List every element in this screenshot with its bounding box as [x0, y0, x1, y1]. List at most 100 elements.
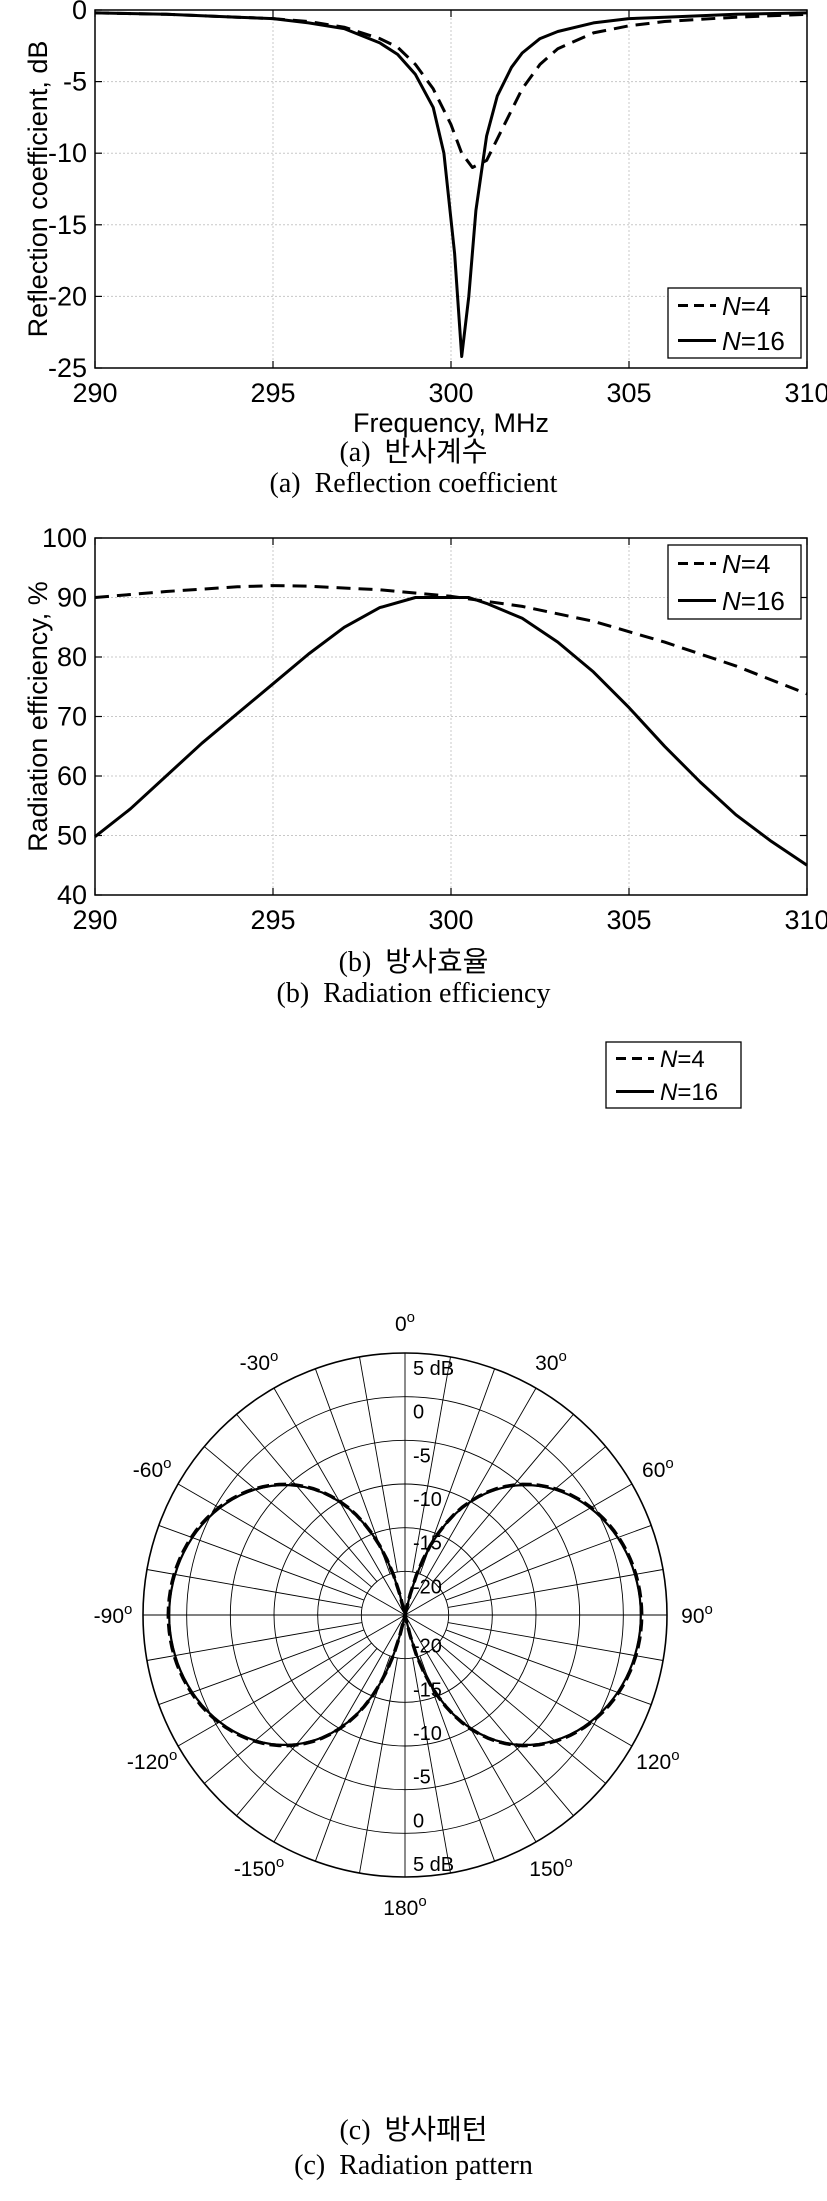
polar-angle-label: 30o: [535, 1348, 567, 1375]
x-tick-label: 300: [428, 905, 473, 935]
y-tick-label: 40: [57, 880, 87, 910]
legend-label: N=4: [722, 291, 770, 321]
polar-spoke: [412, 1356, 451, 1573]
polar-radial-label: -10: [413, 1489, 442, 1511]
polar-spoke: [419, 1368, 496, 1575]
series-line-N-4: [94, 584, 808, 696]
legend-label: N=4: [660, 1046, 705, 1073]
polar-radial-label-lower: -15: [413, 1679, 442, 1701]
x-tick-label: 305: [606, 378, 651, 408]
polar-spoke: [438, 1642, 606, 1784]
y-axis-label: Radiation efficiency, %: [23, 581, 53, 852]
polar-spoke: [177, 1483, 406, 1616]
legend-label: N=4: [722, 549, 770, 579]
polar-spoke: [158, 1629, 365, 1706]
polar-spoke: [204, 1446, 372, 1588]
y-tick-label: 100: [42, 525, 87, 553]
caption-b-ko-text: 방사효율: [385, 947, 489, 978]
x-tick-label: 290: [72, 905, 117, 935]
polar-spoke: [412, 1657, 451, 1874]
caption-a-en-text: Reflection coefficient: [314, 468, 558, 499]
y-tick-label: -10: [48, 138, 87, 168]
pattern-chart-figure: 5 dB 0 -5 -10 -15 -20 -20 -15 -10 -5 0 5 dB 0o 30o 60o…: [0, 1030, 827, 2110]
polar-spoke: [447, 1622, 664, 1661]
polar-radial-label-lower: -10: [413, 1723, 442, 1745]
polar-spoke: [447, 1569, 664, 1608]
polar-angle-label: 0o: [395, 1309, 415, 1336]
y-tick-label: -15: [48, 210, 87, 240]
pattern-line-N-16: [168, 1484, 642, 1746]
polar-spoke: [359, 1657, 398, 1874]
polar-spoke: [419, 1655, 496, 1862]
polar-angle-label: 90o: [681, 1601, 713, 1628]
caption-c-english: (c) Radiation pattern: [0, 2150, 827, 2182]
polar-radial-label: -20: [413, 1576, 442, 1598]
polar-radial-label-lower: -20: [413, 1636, 442, 1658]
legend-box: [605, 1041, 742, 1109]
polar-spoke: [146, 1569, 363, 1608]
y-tick-label: 0: [72, 0, 87, 25]
y-tick-label: 50: [57, 821, 87, 851]
polar-angle-label: 60o: [642, 1455, 674, 1482]
legend-box: [667, 287, 802, 359]
efficiency-chart: 290 295 300 305 310 40 50 60 70 80 90 100 Radiation …: [23, 525, 827, 935]
polar-spoke: [432, 1648, 574, 1816]
y-tick-label: 70: [57, 702, 87, 732]
series-line-N-16: [94, 596, 808, 867]
y-tick-label: 90: [57, 583, 87, 613]
polar-spoke: [404, 1483, 633, 1616]
polar-angle-label: 120o: [636, 1747, 679, 1774]
polar-angle-label: -120o: [127, 1747, 177, 1774]
caption-b-letter: (b): [338, 947, 372, 978]
caption-a-korean: (a) 반사계수: [0, 430, 827, 470]
polar-spoke: [204, 1642, 372, 1784]
y-tick-label: -5: [63, 67, 87, 97]
polar-angle-label: -150o: [234, 1854, 284, 1881]
reflection-chart: 290 295 300 305 310 0 -5 -10 -15 -20 -25 Frequency,…: [23, 0, 827, 438]
x-tick-label: 295: [250, 905, 295, 935]
polar-spoke: [146, 1622, 363, 1661]
polar-angle-label: 150o: [529, 1854, 572, 1881]
caption-b-letter-en: (b): [276, 978, 310, 1009]
x-tick-label: 290: [72, 378, 117, 408]
legend-label: N=16: [722, 326, 785, 356]
polar-spoke: [445, 1629, 652, 1706]
polar-radial-label: -5: [413, 1445, 431, 1467]
caption-b-korean: (b) 방사효율: [0, 940, 827, 980]
caption-c-letter-en: (c): [294, 2150, 326, 2181]
polar-angle-label: -30o: [240, 1348, 279, 1375]
polar-spoke: [438, 1446, 606, 1588]
x-tick-label: 305: [606, 905, 651, 935]
reflection-chart-figure: 290 295 300 305 310 0 -5 -10 -15 -20 -25 Frequency,…: [0, 0, 827, 440]
x-tick-label: 310: [784, 905, 827, 935]
legend-label: N=16: [722, 586, 785, 616]
polar-radial-label-lower: 0: [413, 1810, 424, 1832]
polar-angle-label: -60o: [133, 1455, 172, 1482]
x-axis-label: Frequency, MHz: [353, 408, 549, 438]
y-tick-label: -25: [48, 353, 87, 383]
caption-a-english: (a) Reflection coefficient: [0, 468, 827, 500]
y-axis-label: Reflection coefficient, dB: [23, 41, 53, 338]
series-line-N-16: [94, 11, 808, 358]
caption-a-letter-en: (a): [269, 468, 301, 499]
polar-angle-label: 180o: [383, 1893, 426, 1920]
caption-c-en-text: Radiation pattern: [339, 2150, 533, 2181]
x-tick-label: 310: [784, 378, 827, 408]
pattern-chart: 5 dB0-5-10-15-20-20-15-10-505 dB0o30o60o…: [94, 1041, 742, 1920]
caption-c-letter: (c): [339, 2115, 371, 2146]
polar-spoke: [359, 1356, 398, 1573]
caption-a-letter: (a): [339, 437, 371, 468]
y-tick-label: -20: [48, 281, 87, 311]
x-tick-label: 300: [428, 378, 473, 408]
polar-radial-label-lower: 5 dB: [413, 1854, 454, 1876]
polar-spoke: [404, 1614, 633, 1747]
caption-c-ko-text: 방사패턴: [384, 2115, 488, 2146]
polar-radial-label: 5 dB: [413, 1358, 454, 1380]
caption-a-ko-text: 반사계수: [384, 437, 488, 468]
caption-b-english: (b) Radiation efficiency: [0, 978, 827, 1010]
polar-spoke: [177, 1614, 406, 1747]
caption-c-korean: (c) 방사패턴: [0, 2108, 827, 2148]
polar-spoke: [236, 1648, 378, 1816]
polar-angle-label: -90o: [94, 1601, 133, 1628]
polar-radial-label-lower: -5: [413, 1767, 431, 1789]
